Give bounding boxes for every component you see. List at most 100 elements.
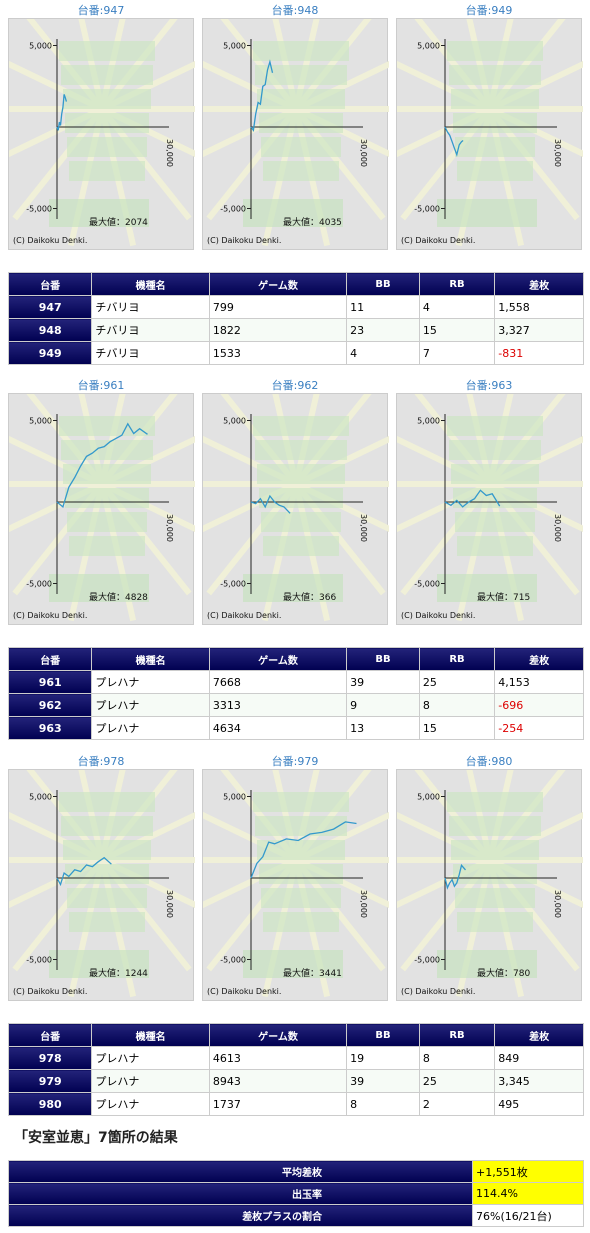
deco-block [65, 113, 149, 133]
graph: 5,000 -5,000 30,000 最大値：715(C) Daikoku Denk… [350, 346, 590, 622]
header-row: 台番 機種名 ゲーム数 BB RB 差枚 [7, 1023, 584, 1047]
copyright: (C) Daikoku Denki. [13, 236, 87, 245]
graph-line [56, 94, 68, 131]
y-tick-label: -5,000 [220, 956, 246, 965]
deco-block [69, 536, 145, 556]
table-cell: チバリヨ [91, 341, 210, 365]
deco-block [65, 488, 149, 508]
deco-block [61, 440, 153, 460]
header-cell: BB [346, 647, 420, 671]
deco-base [437, 199, 537, 227]
max-label: 最大値：715 [477, 591, 530, 603]
graph-line [250, 494, 291, 514]
graph-title: 台番:978 [77, 755, 125, 768]
deco-block [261, 888, 341, 908]
id-cell: 961 [7, 670, 93, 694]
graph-title: 台番:961 [77, 379, 125, 392]
summary-value: 76%(16/21台) [472, 1204, 584, 1227]
x-label: 30,000 [553, 139, 562, 167]
table-cell: 11 [346, 295, 420, 319]
copyright: (C) Daikoku Denki. [401, 611, 475, 620]
table-cell: 1822 [208, 318, 348, 342]
deco-block [63, 840, 151, 860]
ray [74, 0, 105, 110]
graph-panel: 5,000 -5,000 30,000 最大値：3441 (C) Daikoku Den… [156, 722, 436, 1001]
table-cell: 25 [418, 1069, 496, 1093]
deco-base [49, 950, 149, 978]
graph-title: 台番:949 [465, 4, 513, 17]
table-cell: プレハナ [91, 1092, 210, 1116]
deco-block [449, 440, 541, 460]
x-label: 30,000 [359, 514, 368, 542]
deco-block [455, 888, 535, 908]
deco-block [63, 89, 151, 109]
deco-block [455, 512, 535, 532]
y-tick-label: 5,000 [417, 793, 440, 802]
table-cell: 19 [346, 1046, 420, 1070]
table-cell: 8 [418, 1046, 496, 1070]
id-cell: 963 [7, 716, 93, 740]
deco-block [63, 464, 151, 484]
max-label: 最大値：4828 [89, 591, 148, 603]
deco-block [261, 137, 341, 157]
deco-block [457, 912, 533, 932]
x-label: 30,000 [165, 514, 174, 542]
max-label: 最大値：780 [477, 967, 530, 979]
graph: 5,000 -5,000 30,000 最大値：2074(C) Daikoku Den… [0, 0, 242, 247]
table-cell: 4613 [208, 1046, 348, 1070]
table-cell: プレハナ [91, 670, 210, 694]
table-cell: 9 [346, 693, 420, 717]
header-cell: 差枚 [494, 1023, 584, 1047]
table-cell: 8 [346, 1092, 420, 1116]
id-cell: 980 [7, 1092, 93, 1116]
copyright: (C) Daikoku Denki. [207, 236, 281, 245]
table-cell: 1737 [208, 1092, 348, 1116]
deco-block [455, 137, 535, 157]
ray [268, 0, 299, 110]
table-row: 978 プレハナ 4613 19 8 849 [7, 1046, 584, 1070]
graph: 5,000 -5,000 30,000 最大値：1244(C) Daikoku Den… [0, 722, 242, 998]
y-tick-label: 5,000 [29, 793, 52, 802]
x-label: 30,000 [165, 890, 174, 918]
header-row: 台番 機種名 ゲーム数 BB RB 差枚 [7, 272, 584, 296]
graph: 5,000 -5,000 30,000 最大値：3441(C) Daikoku Den… [156, 722, 436, 998]
summary-label: 平均差枚 [8, 1160, 473, 1183]
deco-block [453, 113, 537, 133]
table-row: 947 チバリヨ 799 11 4 1,558 [7, 295, 584, 319]
ray [99, 0, 130, 110]
y-tick-label: 5,000 [29, 417, 52, 426]
y-tick-label: -5,000 [414, 956, 440, 965]
deco-block [69, 912, 145, 932]
table-row: 979 プレハナ 8943 39 25 3,345 [7, 1069, 584, 1093]
table-cell: 39 [346, 670, 420, 694]
graph: 5,000 -5,000 30,000 最大値：366(C) Daikoku Denk… [156, 346, 436, 622]
deco-block [67, 888, 147, 908]
summary-value: +1,551枚 [472, 1160, 584, 1183]
y-tick-label: 5,000 [417, 417, 440, 426]
x-label: 30,000 [553, 514, 562, 542]
y-tick-label: -5,000 [414, 205, 440, 214]
deco-base [437, 574, 537, 602]
graph-panel: 5,000 -5,000 30,000 最大値：780 (C) Daikoku Denk… [350, 722, 590, 1001]
table-row: 962 プレハナ 3313 9 8 -696 [7, 693, 584, 717]
summary-label: 差枚プラスの割合 [8, 1204, 473, 1227]
deco-block [67, 512, 147, 532]
deco-block [253, 416, 349, 436]
copyright: (C) Daikoku Denki. [13, 987, 87, 996]
table-cell: 7 [418, 341, 496, 365]
table-cell: 4 [418, 295, 496, 319]
graph-panel: 5,000 -5,000 30,000 (C) Daikoku Denki. [350, 0, 590, 250]
header-row: 台番 機種名 ゲーム数 BB RB 差枚 [7, 647, 584, 671]
deco-base [243, 199, 343, 227]
table-row: 980 プレハナ 1737 8 2 495 [7, 1092, 584, 1116]
header-cell: BB [346, 272, 420, 296]
header-cell: ゲーム数 [208, 1023, 348, 1047]
deco-block [449, 816, 541, 836]
table-cell: プレハナ [91, 1069, 210, 1093]
table-cell: 4,153 [494, 670, 584, 694]
y-tick-label: -5,000 [26, 205, 52, 214]
data-table: 台番 機種名 ゲーム数 BB RB 差枚 961 プレハナ 7668 39 25 4,153 962 プレ… [7, 647, 584, 740]
deco-base [243, 950, 343, 978]
max-label: 最大値：4035 [283, 216, 342, 228]
graph-line [250, 821, 357, 879]
